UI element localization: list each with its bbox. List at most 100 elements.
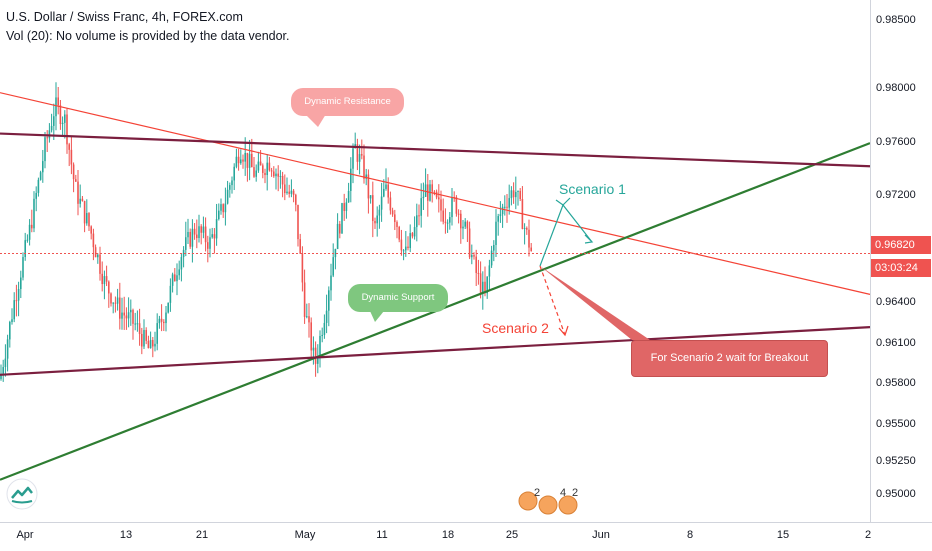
tradingview-logo-icon[interactable] — [6, 478, 38, 510]
candle-body — [9, 322, 11, 340]
candle-body — [431, 184, 433, 192]
trendline-4[interactable] — [0, 326, 871, 376]
price-tick-label: 0.95000 — [876, 488, 916, 500]
candle-body — [209, 237, 211, 249]
scenario-2-path[interactable] — [539, 265, 566, 336]
price-tick-label: 0.96100 — [876, 337, 916, 349]
candle-body — [6, 339, 9, 359]
candle-body — [64, 114, 66, 123]
candle-body — [200, 226, 202, 233]
candle-body — [493, 244, 495, 251]
candle-body — [523, 227, 526, 229]
candle-body — [387, 184, 389, 198]
candle-body — [33, 198, 35, 229]
candle-body — [479, 273, 482, 294]
symbol-title[interactable]: U.S. Dollar / Swiss Franc, 4h, FOREX.com — [6, 10, 243, 24]
candle-body — [297, 204, 299, 240]
candle-body — [83, 201, 86, 224]
candle-body — [336, 223, 339, 249]
candle-body — [114, 302, 117, 304]
candle-body — [473, 255, 475, 257]
candle-body — [303, 282, 306, 317]
candle-body — [215, 219, 218, 239]
trendline-3[interactable] — [0, 132, 871, 168]
candle-body — [435, 191, 438, 198]
candle-body — [50, 125, 53, 131]
economic-events[interactable]: 2 4 2 — [518, 487, 584, 517]
candle-body — [158, 318, 161, 324]
candle-body — [77, 181, 79, 204]
candle-body — [369, 195, 372, 199]
candle-body — [380, 196, 383, 210]
event-flags-icon[interactable] — [518, 487, 584, 517]
candle-body — [154, 343, 156, 347]
candle-body — [339, 223, 341, 234]
candle-body — [526, 227, 528, 230]
candle-body — [420, 198, 422, 216]
candle-body — [312, 347, 315, 351]
candle-body — [411, 233, 414, 237]
time-tick-label: 15 — [776, 529, 790, 541]
candle-body — [510, 190, 513, 199]
candle-body — [244, 152, 246, 162]
candle-body — [389, 197, 392, 211]
candle-body — [198, 226, 200, 239]
candle-body — [416, 215, 418, 228]
candle-body — [226, 189, 229, 204]
candle-body — [145, 330, 147, 341]
candle-body — [152, 339, 154, 347]
candle-body — [422, 196, 425, 199]
candle-body — [361, 154, 363, 156]
candle-body — [264, 172, 266, 176]
scenario-1-label[interactable]: Scenario 1 — [559, 181, 626, 197]
dynamic-resistance-label[interactable]: Dynamic Resistance — [291, 88, 404, 116]
candle-body — [237, 156, 240, 164]
candle-body — [202, 226, 205, 233]
candle-body — [451, 197, 453, 218]
candle-body — [240, 159, 242, 164]
resistance-callout-pointer — [305, 114, 326, 127]
candle-body — [457, 213, 460, 215]
breakout-note[interactable]: For Scenario 2 wait for Breakout — [631, 340, 828, 377]
candle-body — [308, 316, 310, 323]
candle-body — [167, 302, 169, 313]
candle-body — [424, 184, 427, 197]
candle-body — [92, 233, 95, 248]
candle-body — [196, 234, 198, 239]
candle-body — [490, 250, 493, 266]
candle-body — [255, 170, 257, 177]
candle-body — [22, 257, 24, 278]
time-tick-label: May — [294, 529, 316, 541]
candle-body — [275, 173, 277, 177]
scenario-2-arrowhead — [558, 325, 569, 337]
candle-body — [347, 190, 350, 203]
dynamic-support-label[interactable]: Dynamic Support — [348, 284, 448, 312]
time-axis[interactable] — [0, 522, 932, 551]
candle-body — [97, 254, 99, 258]
scenario-2-label[interactable]: Scenario 2 — [482, 320, 549, 336]
candle-body — [455, 197, 458, 214]
time-tick-label: Apr — [16, 529, 34, 541]
candle-body — [246, 152, 249, 168]
candle-body — [341, 203, 343, 234]
time-tick-label: 18 — [441, 529, 455, 541]
candle-body — [475, 256, 477, 273]
candle-body — [26, 239, 29, 241]
trendline-1[interactable] — [0, 92, 871, 295]
candle-body — [396, 222, 398, 228]
price-tick-label: 0.96400 — [876, 296, 916, 308]
candle-body — [266, 162, 268, 176]
candle-body — [24, 240, 26, 258]
candle-body — [44, 137, 46, 162]
candle-body — [127, 312, 130, 319]
scenario-1-path[interactable] — [539, 203, 593, 267]
candle-body — [211, 234, 213, 238]
candle-body — [356, 144, 359, 162]
candle-body — [138, 323, 141, 334]
candle-body — [132, 309, 134, 324]
candle-body — [55, 97, 57, 117]
candle-body — [504, 206, 506, 208]
candle-body — [499, 214, 502, 217]
event-badge-1: 2 — [534, 487, 541, 499]
